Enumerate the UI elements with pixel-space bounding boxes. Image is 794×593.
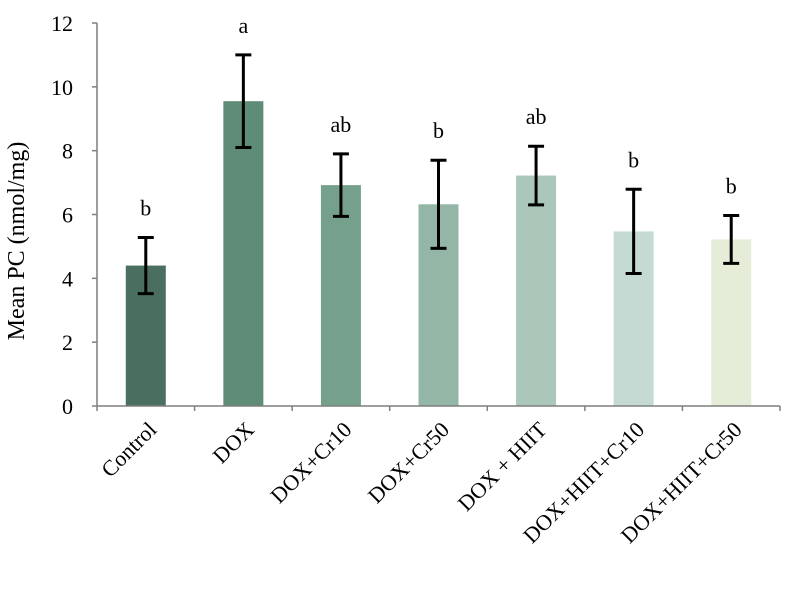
bar — [223, 101, 264, 406]
bars-group — [125, 101, 752, 406]
significance-label: b — [726, 173, 737, 198]
significance-label: b — [433, 118, 444, 143]
significance-label: ab — [526, 104, 547, 129]
error-bar — [528, 144, 545, 207]
error-bar — [332, 152, 349, 218]
x-tick-label: DOX+Cr50 — [363, 417, 454, 508]
y-tick-labels: 0 2 4 6 8 10 12 — [51, 11, 73, 419]
significance-label: b — [628, 147, 639, 172]
significance-label: ab — [331, 112, 352, 137]
bar — [711, 239, 752, 406]
x-tick-label: DOX+Cr10 — [265, 417, 356, 508]
y-tick-label: 6 — [62, 203, 73, 228]
bar — [320, 185, 361, 406]
y-tick-label: 4 — [62, 266, 73, 291]
y-tick-label: 0 — [62, 394, 73, 419]
y-tick-label: 10 — [51, 75, 73, 100]
x-tick-label: DOX + HIIT — [453, 416, 552, 515]
significance-labels: b a ab b ab b b — [140, 13, 736, 221]
significance-label: b — [140, 195, 151, 220]
y-tick-label: 12 — [51, 11, 73, 36]
x-tick-label: DOX — [208, 417, 259, 468]
error-bar — [723, 213, 740, 265]
x-tick-label: Control — [96, 417, 161, 482]
y-tick-label: 2 — [62, 330, 73, 355]
error-bar — [235, 53, 252, 149]
significance-label: a — [238, 13, 248, 38]
error-bar — [137, 235, 154, 296]
error-bar — [625, 187, 642, 276]
axes-group — [92, 22, 781, 411]
bar — [516, 175, 557, 406]
error-bar — [430, 158, 447, 250]
y-tick-label: 8 — [62, 139, 73, 164]
y-axis-title: Mean PC (nmol/mg) — [4, 142, 30, 341]
error-bars-group — [137, 53, 740, 296]
